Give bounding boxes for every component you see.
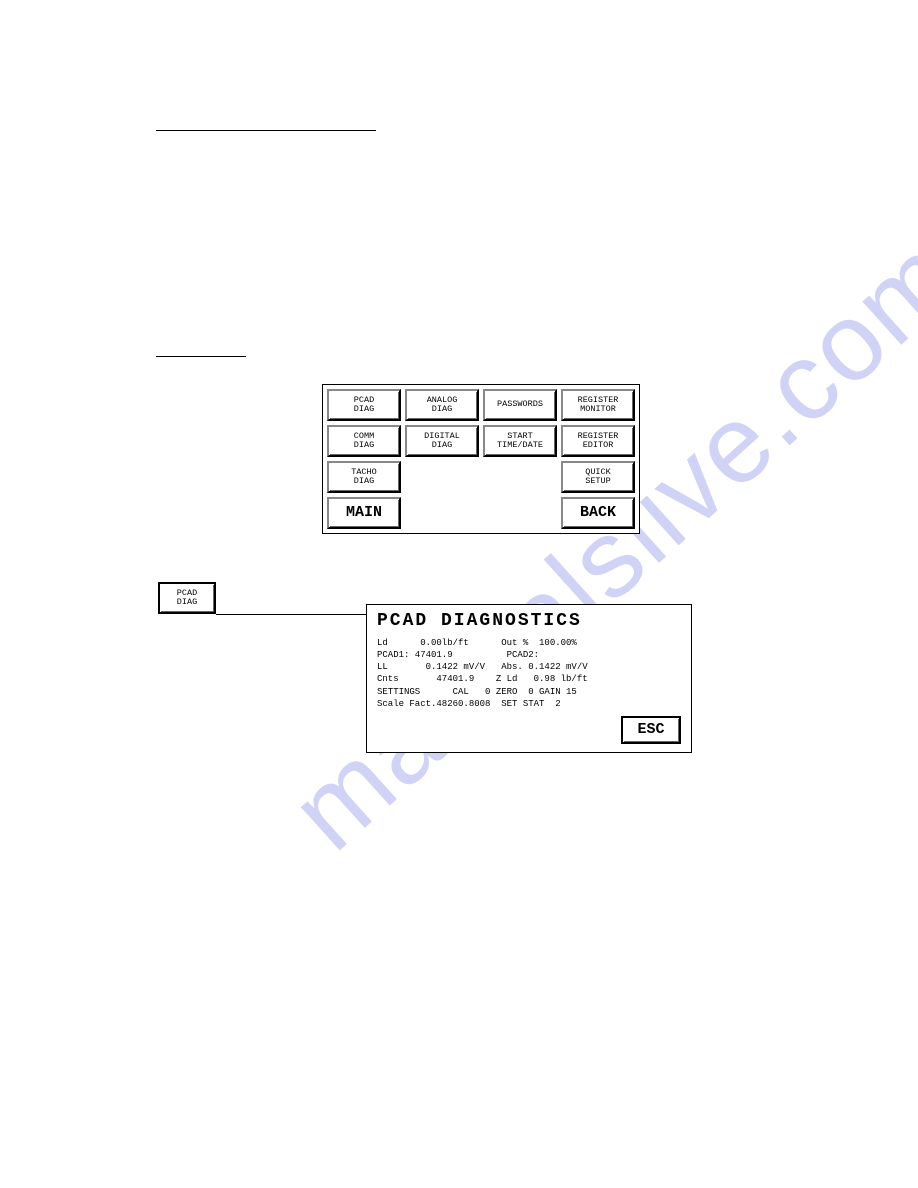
back-button[interactable]: BACK: [561, 497, 635, 529]
pcad-line: Ld 0.00lb/ft Out % 100.00%: [377, 637, 681, 649]
pcad-diagnostics-panel: PCAD DIAGNOSTICS Ld 0.00lb/ft Out % 100.…: [366, 604, 692, 753]
register-editor-button[interactable]: REGISTEREDITOR: [561, 425, 635, 457]
heading-underline-2: [156, 356, 246, 357]
diagnostics-menu: PCADDIAG ANALOGDIAG PASSWORDS REGISTERMO…: [322, 384, 640, 534]
pcad-diag-button[interactable]: PCADDIAG: [327, 389, 401, 421]
digital-diag-button[interactable]: DIGITALDIAG: [405, 425, 479, 457]
pcad-line: LL 0.1422 mV/V Abs. 0.1422 mV/V: [377, 661, 681, 673]
register-monitor-button[interactable]: REGISTERMONITOR: [561, 389, 635, 421]
pcad-diagnostics-title: PCAD DIAGNOSTICS: [377, 611, 681, 631]
tacho-diag-button[interactable]: TACHODIAG: [327, 461, 401, 493]
passwords-button[interactable]: PASSWORDS: [483, 389, 557, 421]
pcad-diag-side-button[interactable]: PCAD DIAG: [158, 582, 216, 614]
empty-slot: [405, 497, 479, 529]
watermark: manualslive.com: [267, 212, 918, 875]
empty-slot: [483, 497, 557, 529]
quick-setup-button[interactable]: QUICKSETUP: [561, 461, 635, 493]
connector-line: [216, 614, 366, 615]
pcad-line: Cnts 47401.9 Z Ld 0.98 lb/ft: [377, 673, 681, 685]
empty-slot: [405, 461, 479, 493]
esc-button[interactable]: ESC: [621, 716, 681, 744]
analog-diag-button[interactable]: ANALOGDIAG: [405, 389, 479, 421]
heading-underline-1: [156, 130, 376, 131]
start-time-date-button[interactable]: STARTTIME/DATE: [483, 425, 557, 457]
main-button[interactable]: MAIN: [327, 497, 401, 529]
pcad-line: PCAD1: 47401.9 PCAD2:: [377, 649, 681, 661]
pcad-line: SETTINGS CAL 0 ZERO 0 GAIN 15: [377, 686, 681, 698]
empty-slot: [483, 461, 557, 493]
comm-diag-button[interactable]: COMMDIAG: [327, 425, 401, 457]
pcad-line: Scale Fact.48260.8008 SET STAT 2: [377, 698, 681, 710]
